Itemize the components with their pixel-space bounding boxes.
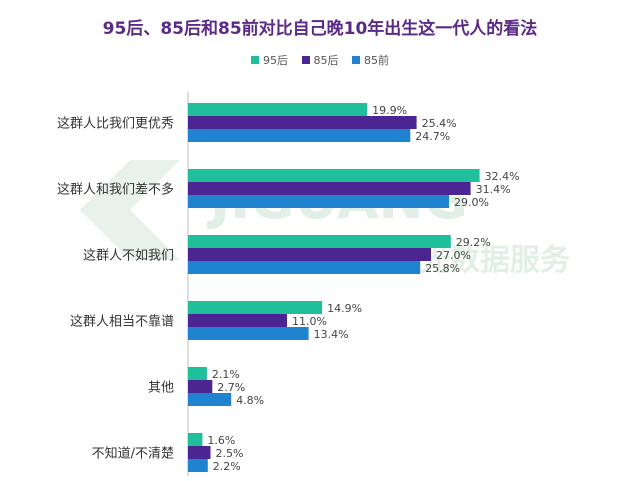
bar-other-85-before bbox=[188, 393, 232, 406]
category-label-other: 其他 bbox=[148, 381, 174, 396]
category-label-unreliable: 这群人相当不靠谱 bbox=[70, 314, 174, 330]
value-label-other-85: 2.7% bbox=[217, 381, 245, 394]
legend-swatch-85-before bbox=[352, 56, 360, 64]
value-label-unreliable-85: 11.0% bbox=[292, 315, 327, 328]
value-label-other-85-before: 4.8% bbox=[236, 394, 264, 407]
bar-better-95 bbox=[188, 103, 368, 116]
legend-swatch-95 bbox=[251, 56, 259, 64]
legend-label-95: 95后 bbox=[263, 54, 288, 67]
legend-label-85: 85后 bbox=[313, 54, 339, 67]
bar-worse-85-before bbox=[188, 261, 421, 274]
value-label-worse-95: 29.2% bbox=[456, 236, 491, 249]
bar-unknown-95 bbox=[188, 433, 203, 446]
value-label-better-85-before: 24.7% bbox=[415, 130, 450, 143]
bar-better-85 bbox=[188, 116, 417, 129]
bar-worse-95 bbox=[188, 235, 451, 248]
bar-other-85 bbox=[188, 380, 213, 393]
bar-unreliable-85-before bbox=[188, 327, 309, 340]
chart-title: 95后、85后和85前对比自己晚10年出生这一代人的看法 bbox=[102, 19, 538, 39]
legend-swatch-85 bbox=[301, 56, 310, 64]
value-label-worse-85: 27.0% bbox=[436, 249, 471, 262]
bar-other-95 bbox=[188, 367, 207, 380]
bar-unknown-85-before bbox=[188, 459, 208, 472]
bar-unreliable-95 bbox=[188, 301, 323, 314]
value-label-unreliable-85-before: 13.4% bbox=[314, 328, 349, 341]
bar-better-85-before bbox=[188, 129, 411, 142]
value-label-unreliable-95: 14.9% bbox=[327, 302, 362, 315]
category-label-unknown: 不知道/不清楚 bbox=[92, 446, 174, 462]
bar-similar-85-before bbox=[188, 195, 449, 208]
bar-unreliable-85 bbox=[188, 314, 287, 327]
value-label-worse-85-before: 25.8% bbox=[425, 262, 460, 275]
bar-similar-85 bbox=[188, 182, 471, 195]
bar-unknown-85 bbox=[188, 446, 211, 459]
bars-layer: 这群人比我们更优秀 19.9% 25.4%24.7% 这群人和我们差不多 32.4%31… bbox=[57, 103, 520, 473]
bar-similar-95 bbox=[188, 169, 480, 182]
value-label-better-85: 25.4% bbox=[422, 117, 457, 130]
value-label-other-95: 2.1% bbox=[212, 368, 240, 381]
value-label-unknown-85-before: 2.2% bbox=[213, 460, 241, 473]
value-label-similar-95: 32.4% bbox=[485, 170, 520, 183]
value-label-unknown-85: 2.5% bbox=[216, 447, 244, 460]
category-label-worse: 这群人不如我们 bbox=[83, 248, 174, 264]
legend-item-95: 95后 bbox=[251, 52, 288, 68]
value-label-unknown-95: 1.6% bbox=[207, 434, 235, 447]
category-label-better: 这群人比我们更优秀 bbox=[57, 116, 174, 132]
value-label-similar-85-before: 29.0% bbox=[454, 196, 489, 209]
value-label-similar-85: 31.4% bbox=[476, 183, 511, 196]
legend-label-85-before: 85前 bbox=[364, 54, 389, 67]
category-label-similar: 这群人和我们差不多 bbox=[57, 182, 174, 198]
legend-item-85-before: 85前 bbox=[352, 52, 389, 68]
legend-item-85: 85后 bbox=[301, 52, 339, 68]
legend: 95后 85后 85前 bbox=[0, 52, 640, 68]
value-label-better-95: 19.9% bbox=[372, 104, 407, 117]
bar-worse-85 bbox=[188, 248, 431, 261]
